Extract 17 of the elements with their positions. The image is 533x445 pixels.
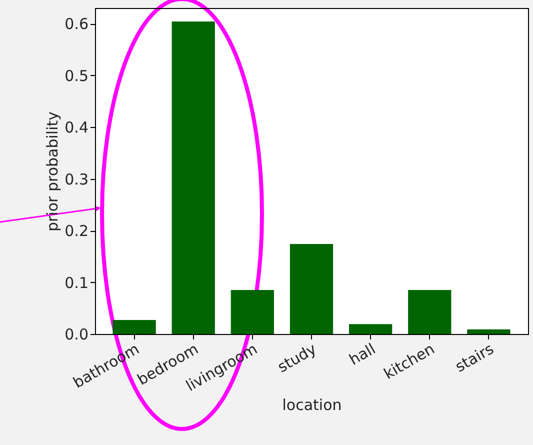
y-tick-label: 0.3 [64, 170, 88, 188]
y-tick-label: 0.1 [64, 274, 88, 292]
y-tick-label: 0.5 [64, 66, 88, 85]
bar [408, 290, 452, 334]
bar [230, 290, 274, 334]
bar [349, 324, 392, 334]
x-axis-title: location [282, 396, 342, 414]
y-tick-label: 0.6 [64, 15, 88, 34]
y-tick-label: 0.0 [64, 326, 88, 344]
bar [112, 320, 156, 334]
bar [290, 244, 334, 334]
y-axis-title: prior probability [44, 111, 62, 232]
bar [467, 329, 510, 334]
y-tick-label: 0.4 [64, 118, 88, 137]
x-tick-label: hall [346, 340, 379, 369]
y-tick-label: 0.2 [64, 222, 88, 240]
bar [172, 21, 215, 334]
